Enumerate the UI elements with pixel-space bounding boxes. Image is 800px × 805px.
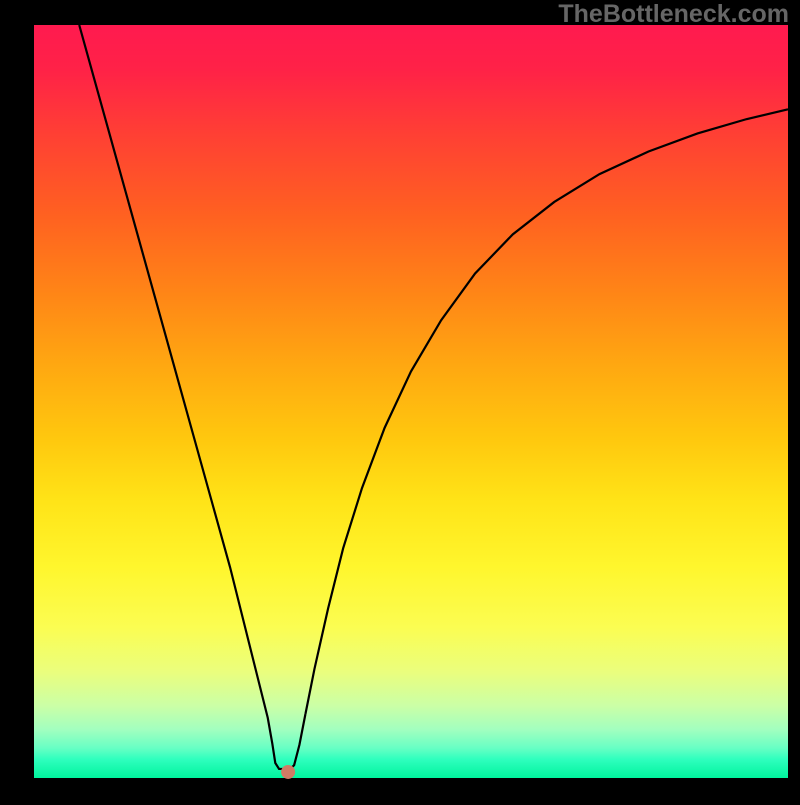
chart-svg bbox=[0, 0, 800, 800]
plot-background bbox=[34, 25, 788, 778]
bottleneck-chart: TheBottleneck.com bbox=[0, 0, 800, 800]
watermark-text: TheBottleneck.com bbox=[558, 0, 789, 29]
optimal-point-marker bbox=[281, 765, 295, 779]
